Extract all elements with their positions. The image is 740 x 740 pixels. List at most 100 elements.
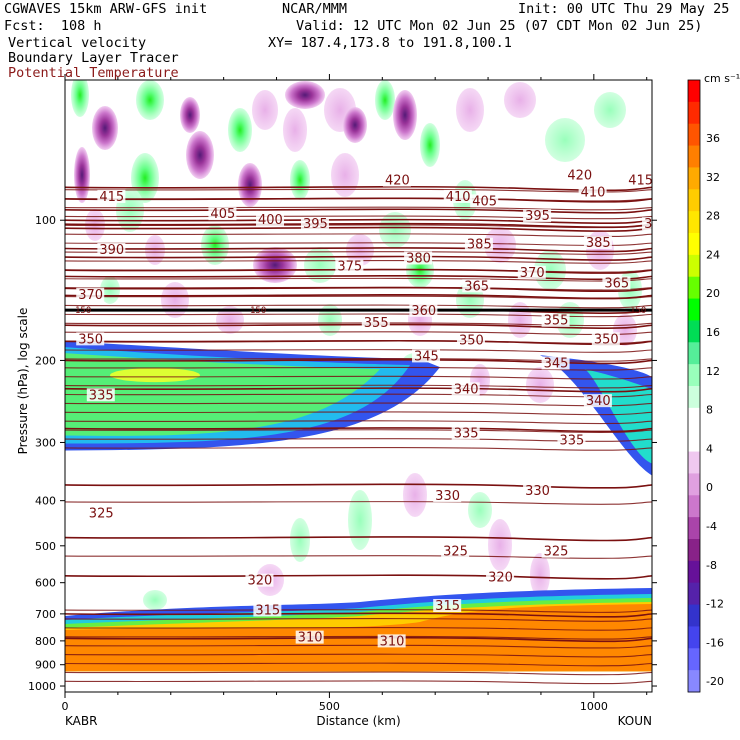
- colorbar-swatch-22: [688, 560, 700, 584]
- wave-cell-49: [290, 518, 310, 562]
- y-axis-title: Pressure (hPa), log scale: [16, 308, 30, 455]
- wave-cell-12: [343, 107, 367, 143]
- wave-cell-25: [145, 235, 165, 265]
- wave-cell-5: [131, 153, 159, 203]
- tracer-upper-core: [110, 368, 200, 383]
- theta-contour-385: [65, 255, 652, 261]
- theta-label-345: 345: [544, 356, 569, 371]
- colorbar-swatch-1: [688, 101, 700, 125]
- y-tick-label-900: 900: [35, 659, 56, 672]
- x-start-station: KABR: [65, 714, 97, 728]
- theta-contour-345: [65, 359, 652, 365]
- x-end-station: KOUN: [618, 714, 652, 728]
- theta-label-410: 410: [581, 185, 606, 200]
- theta-label-350: 350: [78, 332, 103, 347]
- theta-label-345: 345: [414, 349, 439, 364]
- theta-label-bg: [86, 506, 115, 520]
- forecast-hour: Fcst: 108 h: [4, 18, 102, 34]
- theta-label-310: 310: [380, 634, 405, 649]
- y-tick-label-600: 600: [35, 577, 56, 590]
- theta-label-375: 375: [337, 260, 362, 275]
- theta-contour-minor: [65, 375, 652, 380]
- theta-label-365: 365: [464, 279, 489, 294]
- theta-label-bg: [462, 279, 491, 293]
- theta-label-bg: [409, 303, 438, 317]
- theta-label-330: 330: [435, 489, 460, 504]
- theta-label-bg: [541, 356, 570, 370]
- colorbar-tick-12: 12: [706, 365, 720, 378]
- colorbar-swatch-4: [688, 167, 700, 190]
- y-tick-label-200: 200: [35, 354, 56, 367]
- wave-cell-27: [253, 247, 297, 283]
- theta-label-395: 395: [303, 217, 328, 232]
- theta-label-400: 400: [258, 213, 283, 228]
- theta-contour-minor: [65, 188, 652, 193]
- theta-contour-minor: [65, 286, 652, 291]
- theta-label-320: 320: [247, 574, 272, 589]
- theta-label-310: 310: [298, 631, 323, 646]
- theta-label-420: 420: [567, 169, 592, 184]
- wave-cell-18: [545, 118, 585, 162]
- theta-label-390: 390: [644, 217, 669, 232]
- colorbar: cm s⁻¹ 36 32 28 24 20 16 12 8 4 0 -4 -8 -12 -16 -20: [687, 72, 740, 693]
- theta-label-bg: [541, 313, 570, 327]
- wave-cell-10: [285, 81, 325, 109]
- y-tick-label-1000: 1000: [28, 680, 56, 693]
- y-tick-label-500: 500: [35, 540, 56, 553]
- theta-label-bg: [295, 630, 324, 644]
- theta-label-bg: [256, 213, 285, 227]
- theta-contour-minor: [65, 662, 652, 667]
- colorbar-tick-8: 8: [706, 404, 713, 417]
- theta-label-405: 405: [210, 207, 235, 222]
- wave-cell-15: [420, 123, 440, 167]
- colorbar-swatch-8: [688, 254, 700, 278]
- theta-label-bg: [86, 388, 115, 402]
- wave-cell-14: [393, 90, 417, 140]
- wave-cell-22: [331, 153, 359, 197]
- wave-cell-0: [71, 80, 89, 117]
- theta-contour-315: [65, 612, 652, 618]
- theta-label-325: 325: [443, 545, 468, 560]
- theta-contour-minor: [65, 626, 652, 631]
- wave-cell-2: [136, 80, 164, 120]
- colorbar-swatch-7: [688, 233, 700, 256]
- theta-label-335: 335: [454, 427, 479, 442]
- theta-contour-minor: [65, 268, 652, 273]
- wave-cell-7: [228, 108, 252, 152]
- theta-label-bg: [433, 599, 462, 613]
- theta-label-bg: [602, 276, 631, 290]
- theta-label-bg: [443, 189, 472, 203]
- y-tick-label-400: 400: [35, 495, 56, 508]
- theta-label-380: 380: [406, 251, 431, 266]
- theta-label-340: 340: [586, 394, 611, 409]
- theta-label-bg: [404, 251, 433, 265]
- colorbar-swatch-26: [688, 648, 700, 671]
- wave-cell-8: [252, 90, 278, 130]
- wave-cell-13: [375, 80, 395, 120]
- theta-contour-390: [65, 247, 652, 253]
- theta-contour-420: [65, 185, 652, 192]
- theta-contour-310: [65, 636, 652, 643]
- plot-frame: [64, 79, 653, 693]
- theta-label-315: 315: [255, 603, 280, 618]
- theta-contour-minor: [65, 366, 652, 371]
- wave-cell-9: [283, 108, 307, 152]
- wave-cell-4: [74, 147, 90, 203]
- theta-label-bg: [441, 544, 470, 558]
- theta-label-325: 325: [544, 545, 569, 560]
- theta-label-bg: [97, 242, 126, 256]
- theta-label-bg: [464, 237, 493, 251]
- theta-contour-minor: [65, 260, 652, 264]
- valid-time: Valid: 12 UTC Mon 02 Jun 25 (07 CDT Mon …: [296, 18, 703, 34]
- x-tick-label-1000: 1000: [580, 700, 608, 713]
- field-potential-temperature: Potential Temperature: [8, 65, 179, 81]
- theta-label-415: 415: [99, 190, 124, 205]
- theta-contour-410: [65, 208, 652, 214]
- theta-label-370: 370: [520, 266, 545, 281]
- theta-label-bg: [76, 332, 105, 346]
- theta-contour-320: [65, 574, 652, 580]
- colorbar-swatch-0: [688, 80, 700, 103]
- colorbar-swatch-27: [688, 670, 700, 693]
